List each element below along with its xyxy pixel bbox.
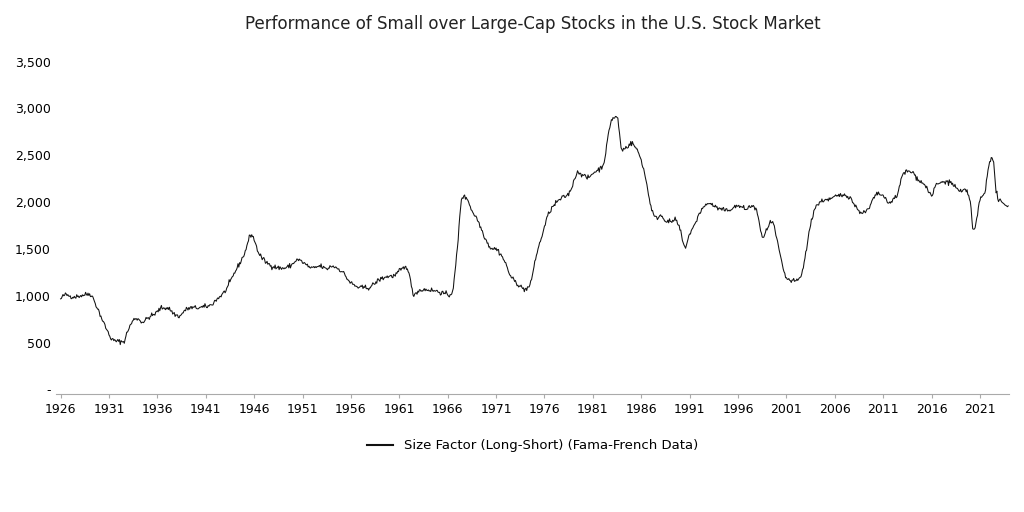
Title: Performance of Small over Large-Cap Stocks in the U.S. Stock Market: Performance of Small over Large-Cap Stoc… [245,15,820,33]
Legend: Size Factor (Long-Short) (Fama-French Data): Size Factor (Long-Short) (Fama-French Da… [361,434,703,458]
